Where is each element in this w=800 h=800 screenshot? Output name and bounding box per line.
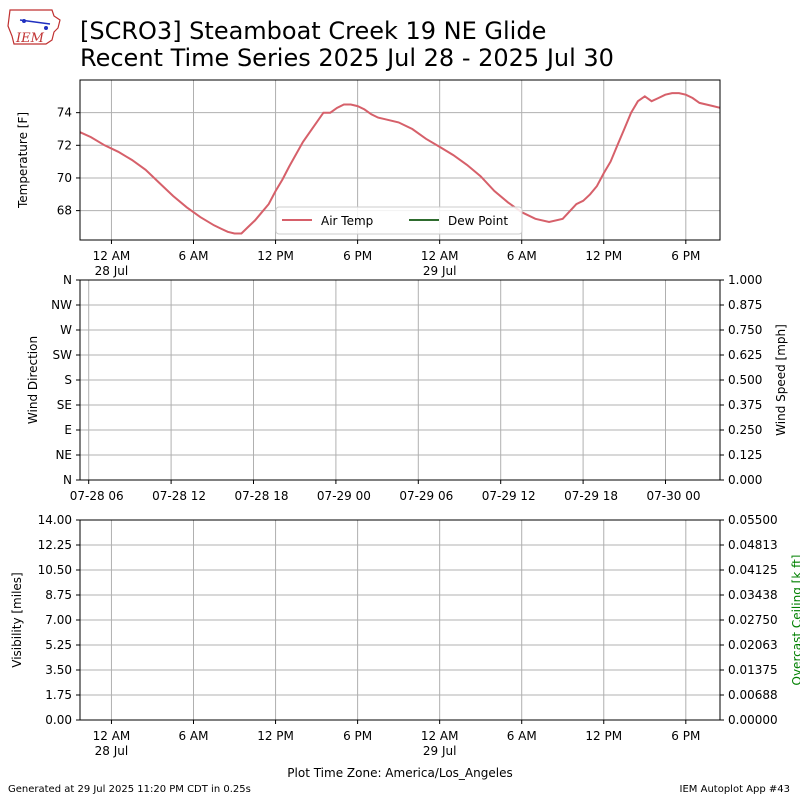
wind-speed-tick-label: 0.750 [728, 323, 762, 337]
wind-speed-tick-label: 0.125 [728, 448, 762, 462]
wind-direction-tick-label: E [64, 423, 72, 437]
wind-direction-tick-label: NW [51, 298, 72, 312]
axes-frame [79, 79, 721, 241]
x-tick-label: 07-28 12 [152, 489, 206, 503]
visibility-tick-label: 8.75 [45, 588, 72, 602]
x-tick-label: 07-29 18 [564, 489, 618, 503]
x-tick-label: 6 PM [343, 249, 372, 263]
generated-footer: Generated at 29 Jul 2025 11:20 PM CDT in… [8, 784, 251, 795]
ceiling-tick-label: 0.02063 [728, 638, 778, 652]
legend-dew-point-label: Dew Point [448, 214, 508, 228]
wind-direction-tick-label: S [64, 373, 72, 387]
visibility-tick-label: 1.75 [45, 688, 72, 702]
wind-panel: 07-28 06 07-28 12 07-28 18 07-29 00 07-29 06… [26, 273, 788, 503]
ceiling-tick-label: 0.02750 [728, 613, 778, 627]
wind-speed-tick-label: 0.875 [728, 298, 762, 312]
air-temp-series-line [79, 92, 721, 235]
y-tick-label: 68 [57, 204, 72, 218]
x-tick-label: 07-30 00 [647, 489, 701, 503]
x-tick-date-label: 29 Jul [423, 744, 457, 758]
visibility-tick-label: 3.50 [45, 663, 72, 677]
wind-speed-tick-label: 0.375 [728, 398, 762, 412]
ceiling-tick-label: 0.00688 [728, 688, 778, 702]
wind-direction-tick-label: SE [57, 398, 72, 412]
x-axis-label: Plot Time Zone: America/Los_Angeles [287, 766, 512, 780]
ceiling-tick-label: 0.04125 [728, 563, 778, 577]
legend-box [275, 206, 523, 235]
x-tick-label: 12 PM [585, 249, 622, 263]
chart-title-line1: [SCRO3] Steamboat Creek 19 NE Glide [80, 17, 547, 45]
wind-speed-tick-label: 0.500 [728, 373, 762, 387]
x-tick-label: 12 AM [421, 729, 459, 743]
x-tick-label: 07-28 06 [70, 489, 124, 503]
visibility-tick-label: 5.25 [45, 638, 72, 652]
x-tick-label: 6 PM [671, 729, 700, 743]
ceiling-tick-label: 0.04813 [728, 538, 778, 552]
x-tick-label: 12 AM [421, 249, 459, 263]
wind-direction-tick-label: NE [55, 448, 72, 462]
wind-direction-tick-label: SW [53, 348, 73, 362]
y-axis-label: Visibility [miles] [10, 572, 24, 667]
y2-axis-label: Overcast Ceiling [k ft] [790, 555, 800, 686]
ceiling-tick-label: 0.00000 [728, 713, 778, 727]
wind-speed-tick-label: 0.000 [728, 473, 762, 487]
legend: Air Temp Dew Point [275, 206, 523, 235]
wind-speed-tick-label: 1.000 [728, 273, 762, 287]
visibility-tick-label: 12.25 [38, 538, 72, 552]
y-axis-label: Wind Direction [26, 336, 40, 424]
x-tick-label: 07-28 18 [235, 489, 289, 503]
visibility-tick-label: 10.50 [38, 563, 72, 577]
x-tick-label: 6 AM [507, 249, 537, 263]
y-tick-label: 74 [57, 106, 72, 120]
axes-frame [79, 519, 721, 721]
x-tick-label: 12 PM [257, 729, 294, 743]
x-tick-label: 6 PM [671, 249, 700, 263]
visibility-tick-label: 7.00 [45, 613, 72, 627]
ceiling-tick-label: 0.05500 [728, 513, 778, 527]
visibility-tick-label: 14.00 [38, 513, 72, 527]
axes-frame [79, 279, 721, 481]
y-tick-label: 72 [57, 138, 72, 152]
x-tick-label: 07-29 12 [482, 489, 536, 503]
y-axis-label: Temperature [F] [16, 112, 30, 209]
visibility-tick-label: 0.00 [45, 713, 72, 727]
x-tick-label: 12 PM [585, 729, 622, 743]
wind-speed-tick-label: 0.250 [728, 423, 762, 437]
wind-direction-tick-label: N [63, 473, 72, 487]
x-tick-label: 07-29 06 [399, 489, 453, 503]
x-tick-label: 12 AM [93, 249, 131, 263]
iem-logo: IEM [7, 9, 61, 46]
x-tick-label: 6 AM [178, 249, 208, 263]
app-footer: IEM Autoplot App #43 [679, 784, 790, 795]
x-tick-label: 12 PM [257, 249, 294, 263]
legend-air-temp-label: Air Temp [321, 214, 373, 228]
wind-direction-tick-label: N [63, 273, 72, 287]
x-tick-label: 12 AM [93, 729, 131, 743]
chart-title-line2: Recent Time Series 2025 Jul 28 - 2025 Ju… [80, 44, 614, 72]
ceiling-tick-label: 0.03438 [728, 588, 778, 602]
x-tick-label: 6 AM [507, 729, 537, 743]
y-tick-label: 70 [57, 171, 72, 185]
wind-speed-tick-label: 0.625 [728, 348, 762, 362]
x-tick-label: 6 AM [178, 729, 208, 743]
wind-direction-tick-label: W [60, 323, 72, 337]
x-tick-date-label: 28 Jul [95, 744, 129, 758]
y2-axis-label: Wind Speed [mph] [774, 324, 788, 436]
x-tick-date-label: 29 Jul [423, 264, 457, 278]
x-tick-label: 6 PM [343, 729, 372, 743]
logo-text: IEM [15, 31, 45, 46]
ceiling-tick-label: 0.01375 [728, 663, 778, 677]
x-tick-date-label: 28 Jul [95, 264, 129, 278]
x-tick-label: 07-29 00 [317, 489, 371, 503]
